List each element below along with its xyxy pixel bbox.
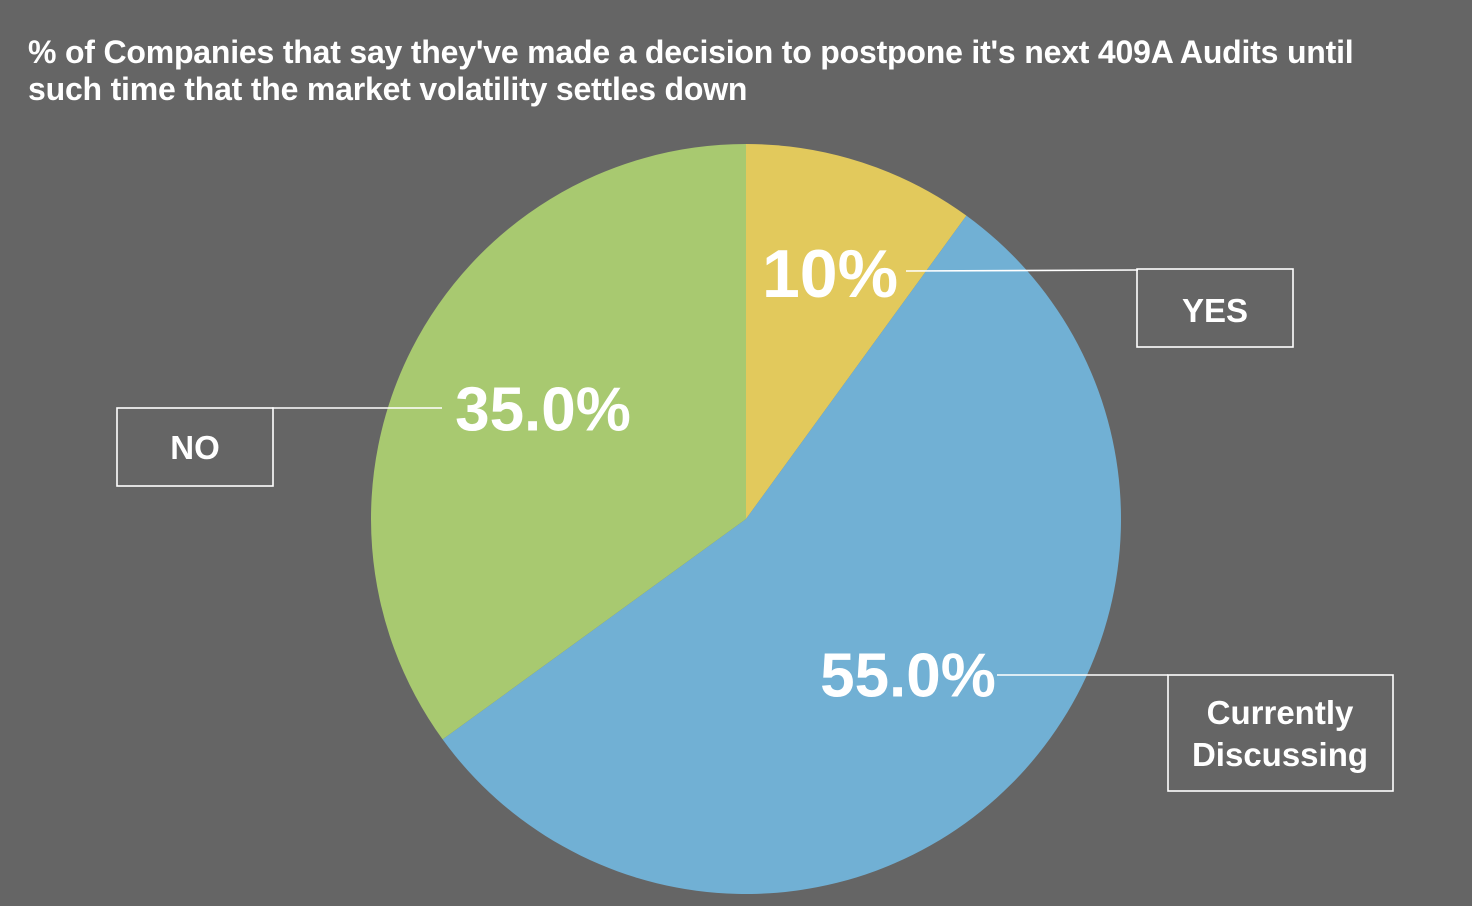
callout-box-yes <box>1136 268 1294 348</box>
slice-value-label-no: 35.0% <box>455 375 631 444</box>
callout-box-no <box>116 407 274 487</box>
pie-slice-currently-discussing <box>442 215 1121 894</box>
labels-layer: 10% YES 55.0% Currently Discussing 35.0% NO <box>116 236 1394 792</box>
slices-layer <box>371 144 1121 894</box>
pie-slice-yes <box>746 144 967 519</box>
category-label-currently-discussing: Currently <box>1207 694 1354 731</box>
pie-slice-no <box>371 144 746 740</box>
category-label-currently-discussing: Discussing <box>1192 736 1368 773</box>
category-label-no: NO <box>170 429 220 466</box>
chart-title: % of Companies that say they've made a d… <box>28 34 1354 107</box>
category-label-yes: YES <box>1182 292 1248 329</box>
leader-line-yes <box>905 269 1139 272</box>
callout-box-currently-discussing <box>1167 674 1394 792</box>
slice-value-label-yes: 10% <box>762 236 898 312</box>
slice-value-label-currently-discussing: 55.0% <box>820 641 996 710</box>
